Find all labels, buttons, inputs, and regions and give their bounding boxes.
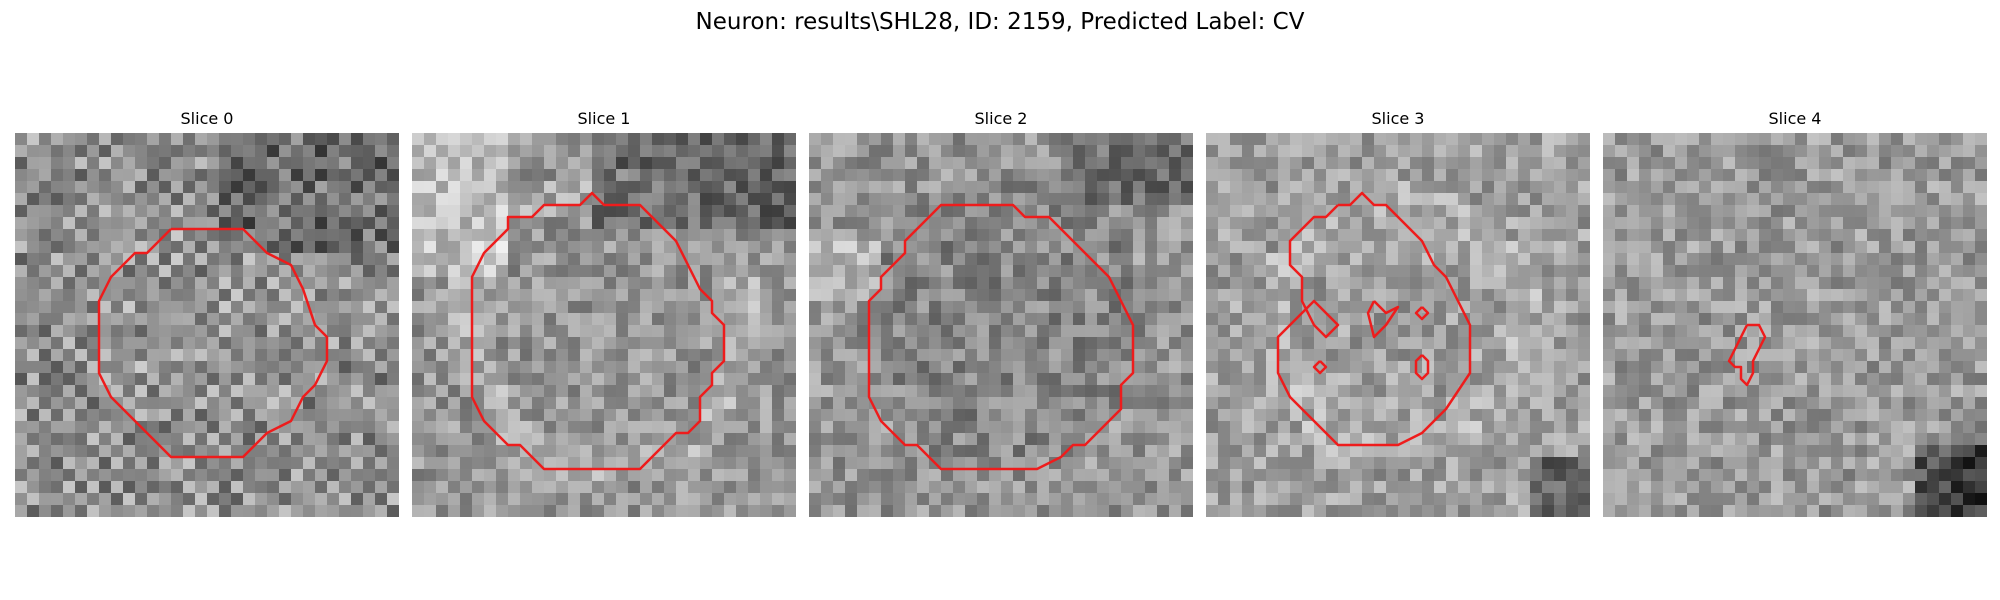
slice-title-2: Slice 2	[974, 109, 1028, 128]
slice-title-0: Slice 0	[180, 109, 234, 128]
slice-title-4: Slice 4	[1768, 109, 1822, 128]
slice-pixels-2	[809, 133, 1193, 517]
slice-pixels-0	[15, 133, 399, 517]
slice-pixels-1	[412, 133, 796, 517]
contour-1-0	[470, 191, 726, 471]
slice-svg-1	[412, 133, 796, 517]
slice-image-3	[1206, 133, 1590, 517]
contour-2-0	[867, 203, 1135, 471]
slice-svg-2	[809, 133, 1193, 517]
contour-3-0	[1276, 191, 1472, 447]
contour-3-2	[1414, 306, 1430, 321]
slice-svg-0	[15, 133, 399, 517]
slice-svg-4	[1603, 133, 1987, 517]
slice-pixels-3	[1206, 133, 1590, 517]
contour-3-3	[1312, 360, 1328, 375]
contour-3-4	[1414, 354, 1430, 381]
slice-image-2	[809, 133, 1193, 517]
contour-4-0	[1727, 323, 1767, 387]
contour-3-1	[1366, 300, 1400, 339]
slice-pixels-4	[1603, 133, 1987, 517]
figure-title: Neuron: results\SHL28, ID: 2159, Predict…	[695, 9, 1305, 35]
contour-0-0	[97, 227, 329, 459]
slice-image-1	[412, 133, 796, 517]
slice-svg-3	[1206, 133, 1590, 517]
slice-title-3: Slice 3	[1371, 109, 1425, 128]
slice-title-1: Slice 1	[577, 109, 631, 128]
slice-image-0	[15, 133, 399, 517]
slice-image-4	[1603, 133, 1987, 517]
